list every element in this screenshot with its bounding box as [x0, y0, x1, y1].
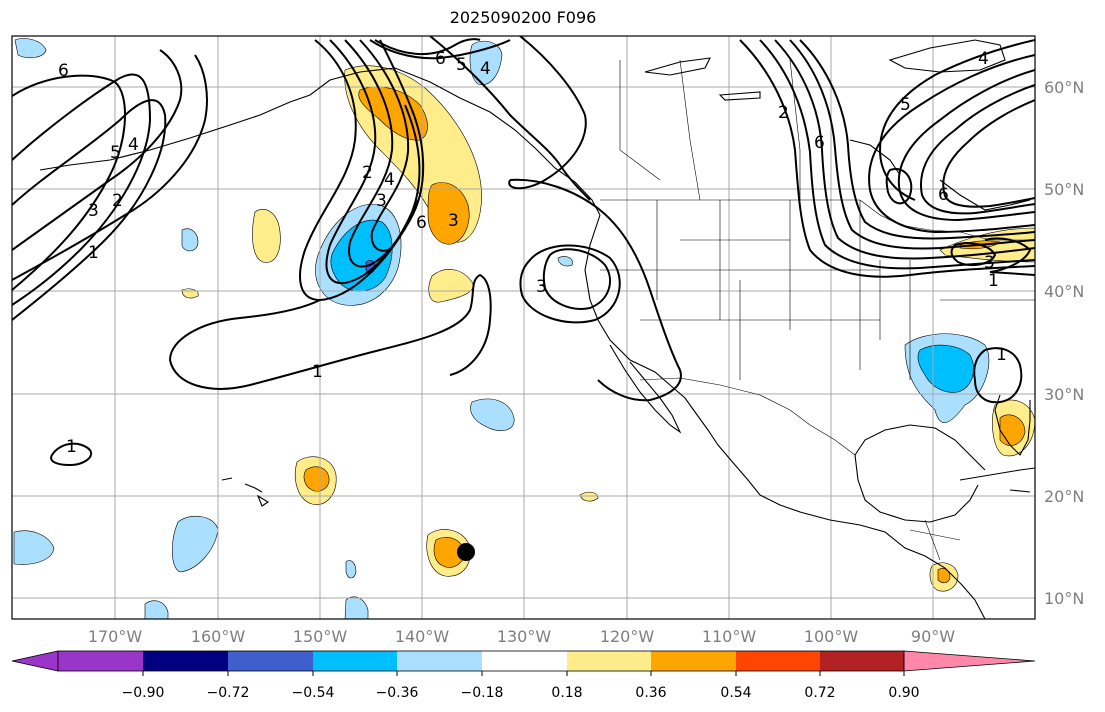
- contour-label: 1: [312, 362, 323, 382]
- colorbar-segment: [820, 651, 904, 671]
- colorbar-tick-label: 0.90: [888, 685, 919, 701]
- contour-label: 5: [900, 95, 911, 115]
- contour-label: 3: [448, 211, 459, 231]
- latitude-labels: 60°N 50°N 40°N 30°N 20°N 10°N: [1044, 78, 1084, 608]
- contour-label: 2: [112, 191, 123, 211]
- lon-label: 140°W: [395, 627, 450, 646]
- colorbar-tick-label: −0.72: [207, 685, 250, 701]
- contour-label: 4: [128, 135, 139, 155]
- map-area: 6 5 4 3 2 1 6 5 4 2 4 3 6 3 3 1 1 2 6 5 …: [12, 36, 1035, 619]
- contour-label: 6: [416, 213, 427, 233]
- map-title: 2025090200 F096: [449, 8, 597, 27]
- colorbar-segment: [313, 651, 397, 671]
- colorbar-segment: [567, 651, 651, 671]
- contour-label: 3: [376, 191, 387, 211]
- contour-label: 4: [480, 59, 491, 79]
- lat-label: 60°N: [1044, 78, 1084, 97]
- lat-label: 40°N: [1044, 282, 1084, 301]
- colorbar-tick-label: −0.54: [292, 685, 335, 701]
- colorbar-tick-label: 0.54: [720, 685, 751, 701]
- map-frame: [11, 35, 1036, 620]
- contour-label: 1: [996, 345, 1007, 365]
- contour-label: 5: [110, 143, 121, 163]
- lat-label: 10°N: [1044, 589, 1084, 608]
- lon-label: 120°W: [600, 627, 655, 646]
- colorbar-tick-label: −0.90: [122, 685, 165, 701]
- contour-label: 3: [88, 201, 99, 221]
- colorbar: −0.90 −0.72 −0.54 −0.36 −0.18 0.18 0.36 …: [11, 650, 1036, 701]
- lon-label: 130°W: [497, 627, 552, 646]
- lat-label: 50°N: [1044, 180, 1084, 199]
- contour-label: 1: [88, 243, 99, 263]
- lon-label: 100°W: [804, 627, 859, 646]
- colorbar-extend-high: [903, 650, 1036, 672]
- lon-label: 90°W: [911, 627, 955, 646]
- contour-label: 6: [58, 61, 69, 81]
- location-marker: [457, 543, 475, 561]
- contour-label: 3: [536, 277, 547, 297]
- colorbar-tick-label: 0.36: [635, 685, 666, 701]
- colorbar-segment: [228, 651, 313, 671]
- contour-label: 4: [978, 49, 989, 69]
- coastlines: [39, 39, 1035, 619]
- contour-labels: 6 5 4 3 2 1 6 5 4 2 4 3 6 3 3 1 1 2 6 5 …: [58, 49, 1007, 457]
- colorbar-tick-label: 0.72: [804, 685, 835, 701]
- shaded-field: [13, 38, 1035, 619]
- colorbar-extend-low: [11, 650, 59, 672]
- contour-label: 1: [988, 271, 999, 291]
- colorbar-tick-label: 0.18: [551, 685, 582, 701]
- longitude-labels: 170°W 160°W 150°W 140°W 130°W 120°W 110°…: [88, 627, 955, 646]
- contour-lines: [12, 36, 1035, 467]
- contour-label: 6: [938, 185, 949, 205]
- colorbar-tick-label: −0.36: [376, 685, 419, 701]
- contour-label: 6: [814, 133, 825, 153]
- colorbar-segment: [736, 651, 820, 671]
- contour-label: 2: [778, 103, 789, 123]
- contour-label: 2: [362, 163, 373, 183]
- lat-label: 20°N: [1044, 487, 1084, 506]
- contour-label: 3: [984, 253, 995, 273]
- colorbar-segment: [397, 651, 482, 671]
- political-borders: [600, 59, 1035, 561]
- colorbar-segment: [482, 651, 567, 671]
- colorbar-segment: [143, 651, 228, 671]
- lon-label: 170°W: [88, 627, 143, 646]
- contour-label: 6: [435, 49, 446, 69]
- contour-label: 5: [456, 55, 467, 75]
- lat-label: 30°N: [1044, 385, 1084, 404]
- colorbar-segment: [651, 651, 736, 671]
- contour-label: 4: [384, 170, 395, 190]
- colorbar-tick-label: −0.18: [461, 685, 504, 701]
- lon-label: 150°W: [293, 627, 348, 646]
- colorbar-segment: [58, 651, 143, 671]
- lon-label: 160°W: [191, 627, 246, 646]
- lon-label: 110°W: [702, 627, 757, 646]
- contour-label: 1: [66, 437, 77, 457]
